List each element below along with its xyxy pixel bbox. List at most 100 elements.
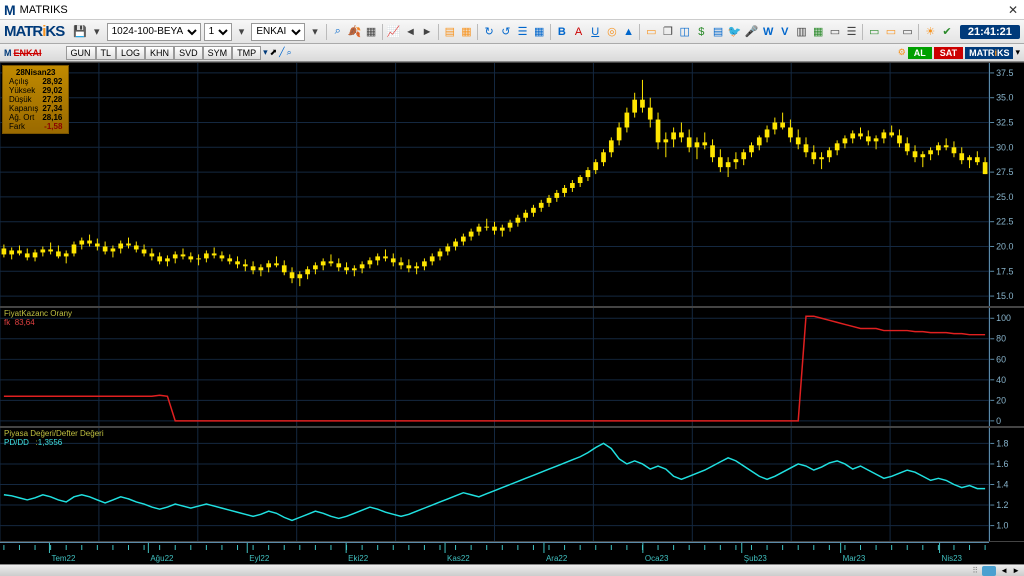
buy-button[interactable]: AL xyxy=(908,47,932,59)
lines-icon[interactable]: ☰ xyxy=(845,25,859,39)
period-log-button[interactable]: LOG xyxy=(116,46,145,60)
svg-text:Şub23: Şub23 xyxy=(744,554,768,563)
v-icon[interactable]: V xyxy=(778,25,792,39)
u-icon[interactable]: U xyxy=(588,25,602,39)
period-tmp-button[interactable]: TMP xyxy=(232,46,261,60)
period-gun-button[interactable]: GUN xyxy=(66,46,96,60)
pb-label: Piyasa Değeri/Defter Değeri PD/DD :1,355… xyxy=(4,429,104,447)
connection-icon xyxy=(982,566,996,576)
ring-icon[interactable]: ◎ xyxy=(605,25,619,39)
svg-text:32.5: 32.5 xyxy=(996,117,1013,127)
grid-icon[interactable]: ▦ xyxy=(532,25,546,39)
save-icon[interactable]: 💾 xyxy=(73,25,87,39)
layout-select[interactable]: 1 xyxy=(204,23,232,41)
template-icon[interactable]: ▦ xyxy=(364,25,378,39)
money-icon[interactable]: $ xyxy=(695,25,709,39)
ticker-symbol[interactable]: ENKAI xyxy=(14,48,42,58)
period-svd-button[interactable]: SVD xyxy=(174,46,203,60)
refresh2-icon[interactable]: ↺ xyxy=(499,25,513,39)
clock: 21:41:21 xyxy=(960,25,1020,39)
bird-icon[interactable]: 🐦 xyxy=(728,25,742,39)
tv-icon[interactable]: ▭ xyxy=(867,25,881,39)
list-icon[interactable]: ☰ xyxy=(516,25,530,39)
main-toolbar: MATRiKS 💾 ▾ 1024-100-BEYA 1 ▾ ENKAI ▾ ⌕ … xyxy=(0,20,1024,44)
status-bar: ⠿ ◄ ► xyxy=(0,564,1024,576)
svg-text:1.8: 1.8 xyxy=(996,438,1008,448)
chart-toolbar: M ENKAI GUNTLLOGKHNSVDSYMTMP ▾ ⬈ ╱ ⌕ ⚙ A… xyxy=(0,44,1024,62)
book-icon[interactable]: ▤ xyxy=(443,25,457,39)
svg-text:Mar23: Mar23 xyxy=(843,554,866,563)
cursor-icon[interactable]: ⬈ xyxy=(270,47,278,58)
table-icon[interactable]: ▦ xyxy=(460,25,474,39)
settings-icon[interactable]: ⚙ xyxy=(898,47,906,58)
doc-icon[interactable]: ▭ xyxy=(644,25,658,39)
template-select[interactable]: 1024-100-BEYA xyxy=(107,23,201,41)
dropdown2-icon[interactable]: ▾ xyxy=(235,25,249,39)
doc2-icon[interactable]: ▥ xyxy=(795,25,809,39)
svg-text:Ağu22: Ağu22 xyxy=(150,554,174,563)
svg-text:1.2: 1.2 xyxy=(996,500,1008,510)
bold-icon[interactable]: B xyxy=(555,25,569,39)
chart-area: 15.017.520.022.525.027.530.032.535.037.5… xyxy=(0,62,1024,564)
pb-ratio-panel[interactable]: 1.01.21.41.61.8 Piyasa Değeri/Defter Değ… xyxy=(0,427,1024,542)
excel-icon[interactable]: ▦ xyxy=(811,25,825,39)
svg-text:Ara22: Ara22 xyxy=(546,554,568,563)
chart-icon[interactable]: 📈 xyxy=(387,25,401,39)
folder-icon[interactable]: ▭ xyxy=(828,25,842,39)
a-icon[interactable]: A xyxy=(572,25,586,39)
dropdown3-icon[interactable]: ▾ xyxy=(308,25,322,39)
pe-label: FiyatKazanc Orany fk 83,64 xyxy=(4,309,72,327)
up-icon[interactable]: ▲ xyxy=(622,25,636,39)
svg-text:60: 60 xyxy=(996,354,1006,364)
check-icon[interactable]: ✔ xyxy=(940,25,954,39)
back-icon[interactable]: ◄ xyxy=(404,25,418,39)
scroll-left-icon[interactable]: ◄ xyxy=(1000,566,1008,575)
svg-text:27.5: 27.5 xyxy=(996,167,1013,177)
leaf-icon[interactable]: 🍂 xyxy=(348,25,362,39)
svg-text:Tem22: Tem22 xyxy=(51,554,76,563)
m-icon[interactable]: M xyxy=(4,48,12,58)
sell-button[interactable]: SAT xyxy=(934,47,963,59)
svg-text:40: 40 xyxy=(996,375,1006,385)
dropdown-icon[interactable]: ▾ xyxy=(90,25,104,39)
search-icon[interactable]: ⌕ xyxy=(287,47,292,58)
copy-icon[interactable]: ❐ xyxy=(661,25,675,39)
svg-text:Eki22: Eki22 xyxy=(348,554,369,563)
pe-ratio-panel[interactable]: 020406080100 FiyatKazanc Orany fk 83,64 xyxy=(0,307,1024,427)
svg-text:35.0: 35.0 xyxy=(996,93,1013,103)
symbol-select[interactable]: ENKAI xyxy=(251,23,305,41)
window-title-bar: M MATRIKS ✕ xyxy=(0,0,1024,20)
w-icon[interactable]: W xyxy=(761,25,775,39)
window-title: MATRIKS xyxy=(20,4,68,16)
mic-icon[interactable]: 🎤 xyxy=(745,25,759,39)
svg-text:0: 0 xyxy=(996,416,1001,426)
svg-text:Oca23: Oca23 xyxy=(645,554,669,563)
scroll-right-icon[interactable]: ► xyxy=(1012,566,1020,575)
brand-logo: MATRiKS xyxy=(4,23,64,40)
period-sym-button[interactable]: SYM xyxy=(203,46,233,60)
refresh-icon[interactable]: ↻ xyxy=(482,25,496,39)
svg-text:20.0: 20.0 xyxy=(996,241,1013,251)
period-khn-button[interactable]: KHN xyxy=(145,46,174,60)
star-icon[interactable]: ☀ xyxy=(923,25,937,39)
svg-text:80: 80 xyxy=(996,334,1006,344)
chart2-icon[interactable]: ◫ xyxy=(678,25,692,39)
paper-icon[interactable]: ▤ xyxy=(711,25,725,39)
price-panel[interactable]: 15.017.520.022.525.027.530.032.535.037.5… xyxy=(0,62,1024,307)
window-close-icon[interactable]: ✕ xyxy=(1006,3,1020,17)
forward-icon[interactable]: ► xyxy=(420,25,434,39)
svg-text:Eyl22: Eyl22 xyxy=(249,554,270,563)
find-icon[interactable]: ⌕ xyxy=(331,25,345,39)
dropdown-icon[interactable]: ▾ xyxy=(263,47,268,58)
svg-text:1.0: 1.0 xyxy=(996,521,1008,531)
period-tl-button[interactable]: TL xyxy=(96,46,117,60)
svg-text:1.6: 1.6 xyxy=(996,459,1008,469)
ohlc-date: 28Nisan23 xyxy=(7,68,64,77)
screen-icon[interactable]: ▭ xyxy=(884,25,898,39)
menu-icon[interactable]: ▾ xyxy=(1015,47,1020,58)
app-logo-icon: M xyxy=(4,2,16,18)
print-icon[interactable]: ▭ xyxy=(901,25,915,39)
line-icon[interactable]: ╱ xyxy=(279,47,284,58)
svg-text:30.0: 30.0 xyxy=(996,142,1013,152)
svg-text:15.0: 15.0 xyxy=(996,291,1013,301)
